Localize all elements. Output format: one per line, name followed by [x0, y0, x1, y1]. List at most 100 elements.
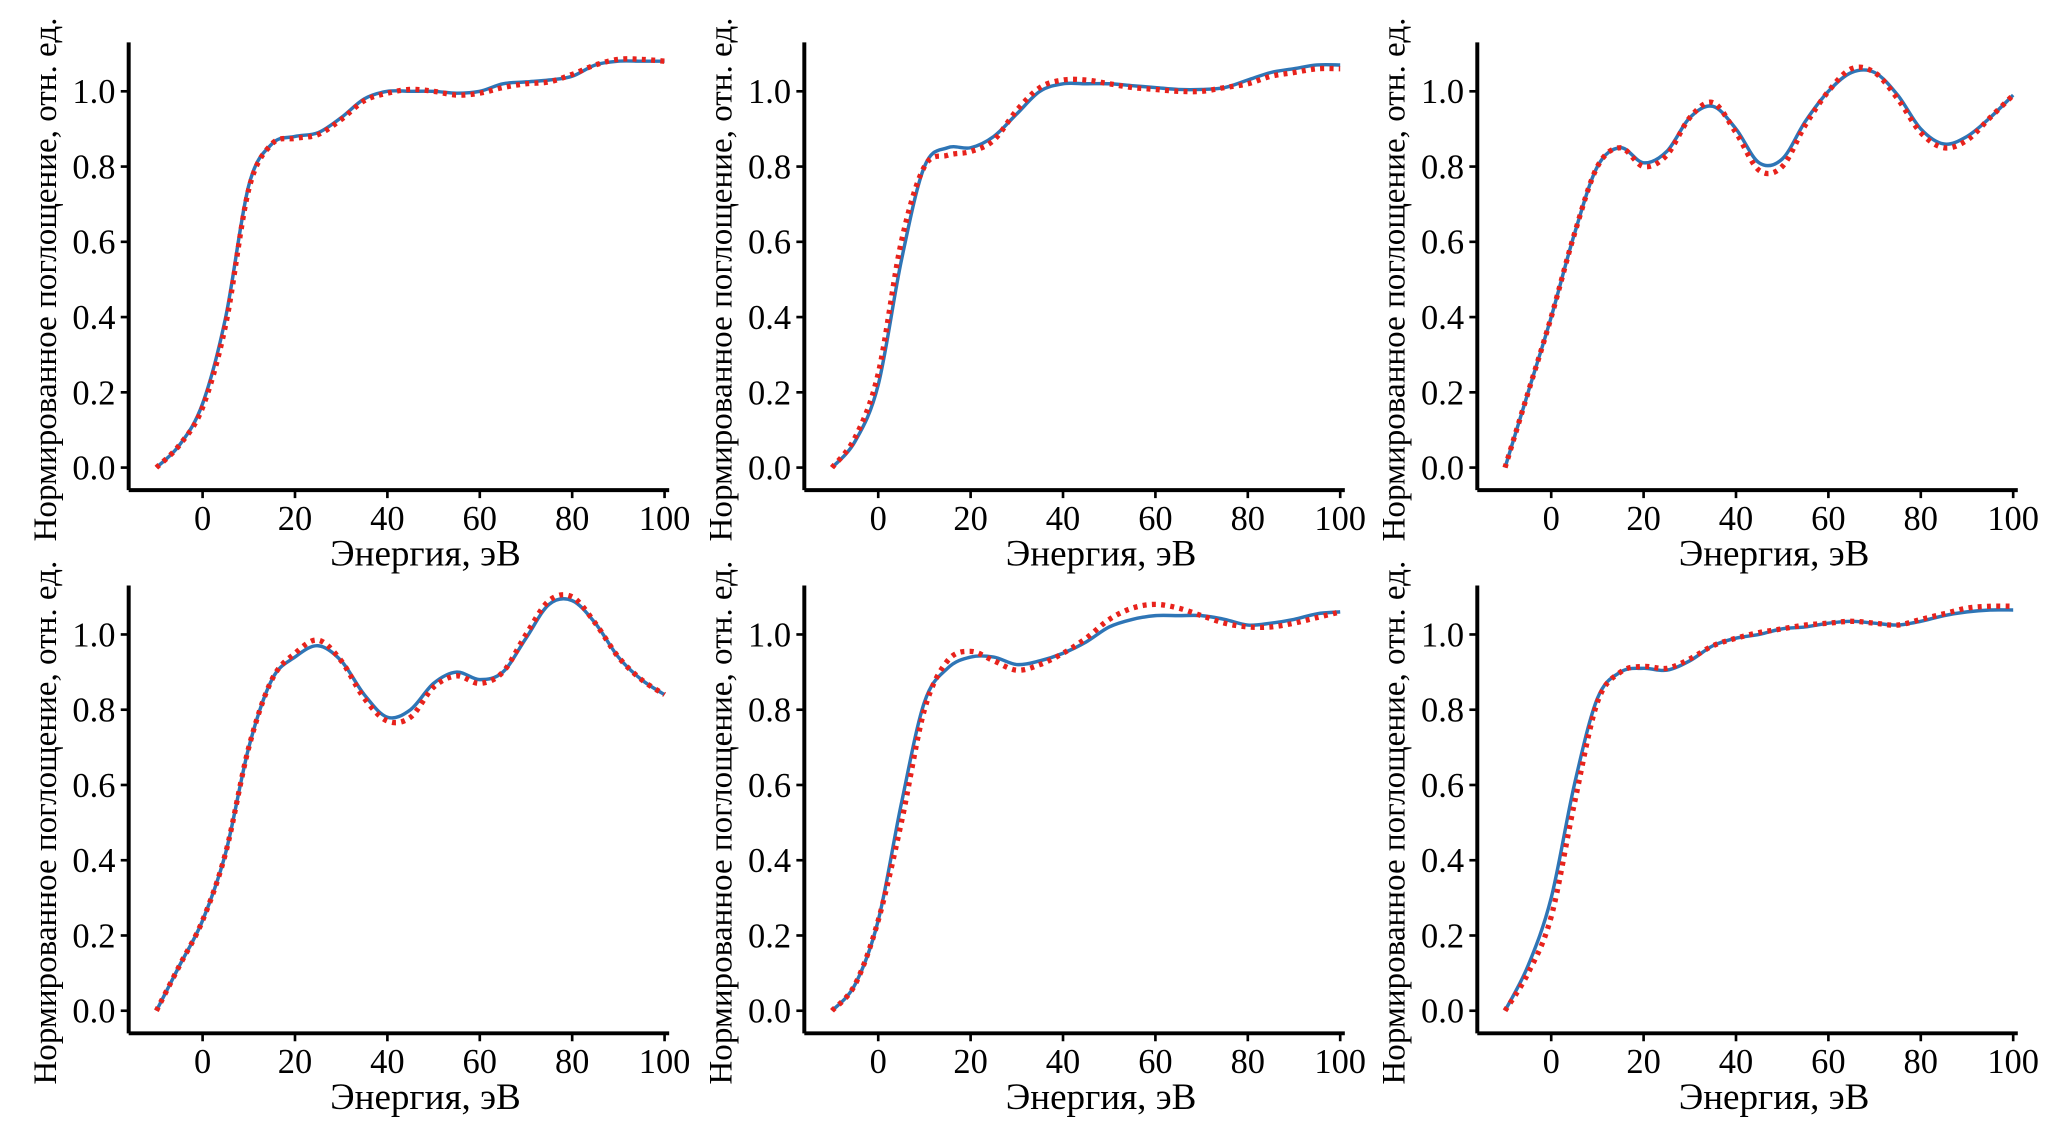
y-tick-label: 1.0	[72, 73, 115, 111]
y-tick-label: 0.0	[748, 450, 791, 488]
data-line	[1502, 603, 2014, 1013]
x-tick-label: 80	[1231, 1043, 1265, 1081]
x-tick-label: 100	[1314, 1043, 1366, 1081]
x-axis-label: Энергия, эВ	[1006, 534, 1197, 575]
x-tick-label: 100	[639, 500, 691, 538]
x-tick-label: 40	[1046, 1043, 1080, 1081]
y-tick-label: 0.8	[748, 148, 791, 186]
y-tick-label: 0.2	[72, 917, 115, 955]
y-tick-label: 0.0	[748, 993, 791, 1031]
x-tick-label: 80	[1904, 500, 1938, 538]
x-tick-label: 80	[555, 500, 589, 538]
chart-panel: 0.0 0.2 0.4 0.6 0.8 1.0 0 20 40 60 80 100 Энергия, э…	[702, 561, 1366, 1118]
y-tick-label: 0.6	[72, 767, 115, 805]
x-tick-label: 80	[1231, 500, 1265, 538]
x-tick-label: 60	[1138, 1043, 1172, 1081]
y-tick-label: 0.6	[748, 224, 791, 262]
y-tick-label: 0.0	[1421, 450, 1464, 488]
x-tick-label: 0	[1543, 1043, 1560, 1081]
x-tick-label: 60	[1811, 500, 1845, 538]
data-line	[830, 610, 1341, 1012]
y-tick-label: 0.4	[1421, 842, 1464, 880]
y-tick-label: 0.0	[72, 450, 115, 488]
y-tick-label: 0.8	[72, 692, 115, 730]
y-tick-label: 0.2	[748, 374, 791, 412]
y-tick-label: 0.8	[72, 148, 115, 186]
y-tick-label: 0.2	[72, 374, 115, 412]
y-tick-label: 0.2	[1421, 374, 1464, 412]
y-axis-label: Нормированное поглощение, отн. ед.	[27, 561, 64, 1085]
x-tick-label: 40	[1719, 500, 1753, 538]
y-tick-label: 0.2	[1421, 917, 1464, 955]
x-tick-label: 20	[278, 500, 312, 538]
chart-panel: 0.0 0.2 0.4 0.6 0.8 1.0 0 20 40 60 80 100 Энергия, э…	[27, 18, 691, 575]
x-tick-label: 60	[1138, 500, 1172, 538]
data-line	[154, 592, 667, 1012]
data-line	[155, 59, 665, 469]
y-tick-label: 0.6	[72, 224, 115, 262]
x-tick-label: 20	[1626, 500, 1660, 538]
x-tick-label: 40	[1046, 500, 1080, 538]
x-tick-label: 100	[1987, 1043, 2039, 1081]
x-tick-label: 80	[1904, 1043, 1938, 1081]
x-tick-label: 0	[194, 1043, 211, 1081]
y-tick-label: 0.2	[748, 917, 791, 955]
y-tick-label: 0.8	[1421, 692, 1464, 730]
x-tick-label: 0	[194, 500, 211, 538]
x-tick-label: 20	[953, 500, 987, 538]
y-tick-label: 1.0	[748, 73, 791, 111]
y-tick-label: 0.6	[748, 767, 791, 805]
y-tick-label: 1.0	[72, 616, 115, 654]
x-tick-label: 60	[463, 500, 497, 538]
y-tick-label: 0.0	[1421, 993, 1464, 1031]
y-tick-label: 0.4	[748, 842, 791, 880]
x-axis-label: Энергия, эВ	[330, 534, 521, 575]
y-tick-label: 0.0	[72, 993, 115, 1031]
x-tick-label: 20	[953, 1043, 987, 1081]
data-line	[154, 597, 666, 1012]
x-axis-label: Энергия, эВ	[1679, 1077, 1870, 1118]
y-tick-label: 1.0	[1421, 616, 1464, 654]
y-tick-label: 0.8	[1421, 148, 1464, 186]
data-line	[154, 56, 665, 470]
x-tick-label: 60	[1811, 1043, 1845, 1081]
y-tick-label: 0.4	[72, 299, 115, 337]
data-line	[1503, 68, 2015, 469]
y-axis-label: Нормированное поглощение, отн. ед.	[1375, 561, 1412, 1085]
y-tick-label: 0.6	[1421, 224, 1464, 262]
y-axis-label: Нормированное поглощение, отн. ед.	[27, 18, 64, 542]
y-tick-label: 1.0	[1421, 73, 1464, 111]
chart-panel: 0.0 0.2 0.4 0.6 0.8 1.0 0 20 40 60 80 100 Энергия, э…	[1375, 18, 2039, 575]
x-tick-label: 40	[370, 1043, 404, 1081]
data-line	[1502, 64, 2016, 469]
x-axis-label: Энергия, эВ	[330, 1077, 521, 1118]
x-tick-label: 80	[555, 1043, 589, 1081]
y-tick-label: 0.6	[1421, 767, 1464, 805]
data-line	[830, 62, 1341, 469]
y-tick-label: 0.4	[72, 842, 115, 880]
x-tick-label: 20	[278, 1043, 312, 1081]
y-tick-label: 1.0	[748, 616, 791, 654]
y-axis-label: Нормированное поглощение, отн. ед.	[1375, 18, 1412, 542]
x-tick-label: 40	[370, 500, 404, 538]
chart-panel: 0.0 0.2 0.4 0.6 0.8 1.0 0 20 40 60 80 100 Энергия, э…	[27, 561, 691, 1118]
x-tick-label: 100	[1314, 500, 1366, 538]
x-tick-label: 100	[1987, 500, 2039, 538]
x-tick-label: 100	[639, 1043, 691, 1081]
data-line	[829, 65, 1341, 470]
chart-panel: 0.0 0.2 0.4 0.6 0.8 1.0 0 20 40 60 80 100 Энергия, э…	[702, 18, 1366, 575]
x-tick-label: 40	[1719, 1043, 1753, 1081]
y-axis-label: Нормированное поглощение, отн. ед.	[702, 18, 739, 542]
x-axis-label: Энергия, эВ	[1679, 534, 1870, 575]
y-tick-label: 0.4	[748, 299, 791, 337]
y-axis-label: Нормированное поглощение, отн. ед.	[702, 561, 739, 1085]
x-tick-label: 0	[1543, 500, 1560, 538]
x-tick-label: 0	[870, 500, 887, 538]
y-tick-label: 0.4	[1421, 299, 1464, 337]
chart-panel: 0.0 0.2 0.4 0.6 0.8 1.0 0 20 40 60 80 100 Энергия, э…	[1375, 561, 2039, 1118]
x-tick-label: 20	[1626, 1043, 1660, 1081]
y-tick-label: 0.8	[748, 692, 791, 730]
x-tick-label: 60	[463, 1043, 497, 1081]
x-tick-label: 0	[870, 1043, 887, 1081]
